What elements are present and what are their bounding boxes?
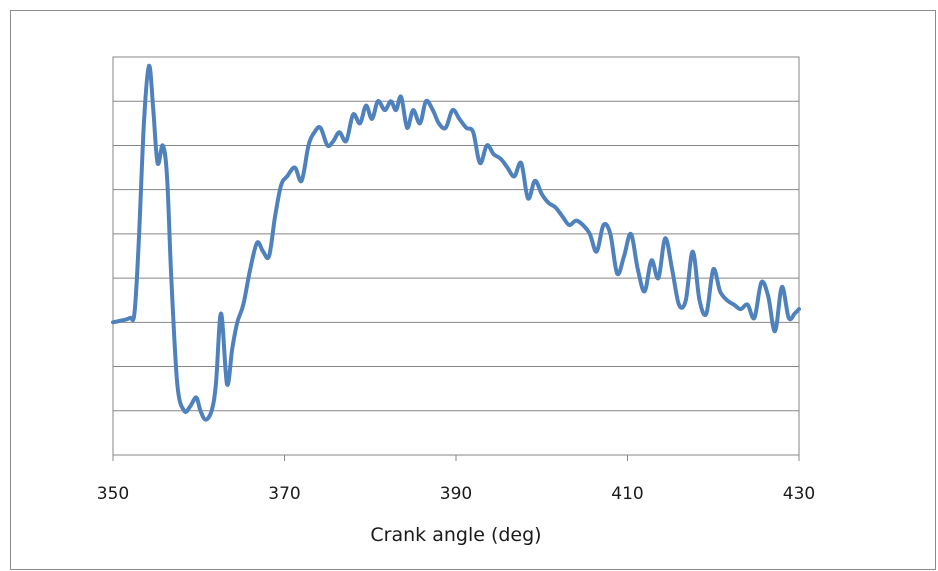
line-chart: 350 370 390 410 430 Crank angle (deg)	[97, 56, 815, 546]
chart-area: 350 370 390 410 430 Crank angle (deg)	[10, 10, 936, 570]
x-tick-label: 410	[611, 484, 643, 504]
x-tick-labels: 350 370 390 410 430	[97, 484, 815, 504]
x-axis	[112, 455, 800, 461]
gridlines	[113, 100, 799, 412]
x-tick-label: 430	[783, 484, 815, 504]
series	[111, 63, 801, 422]
x-axis-title: Crank angle (deg)	[370, 524, 541, 546]
x-tick-label: 390	[440, 484, 472, 504]
x-tick-label: 370	[268, 484, 300, 504]
plot-area	[112, 56, 800, 456]
series-line	[111, 63, 801, 422]
x-tick-label: 350	[97, 484, 129, 504]
